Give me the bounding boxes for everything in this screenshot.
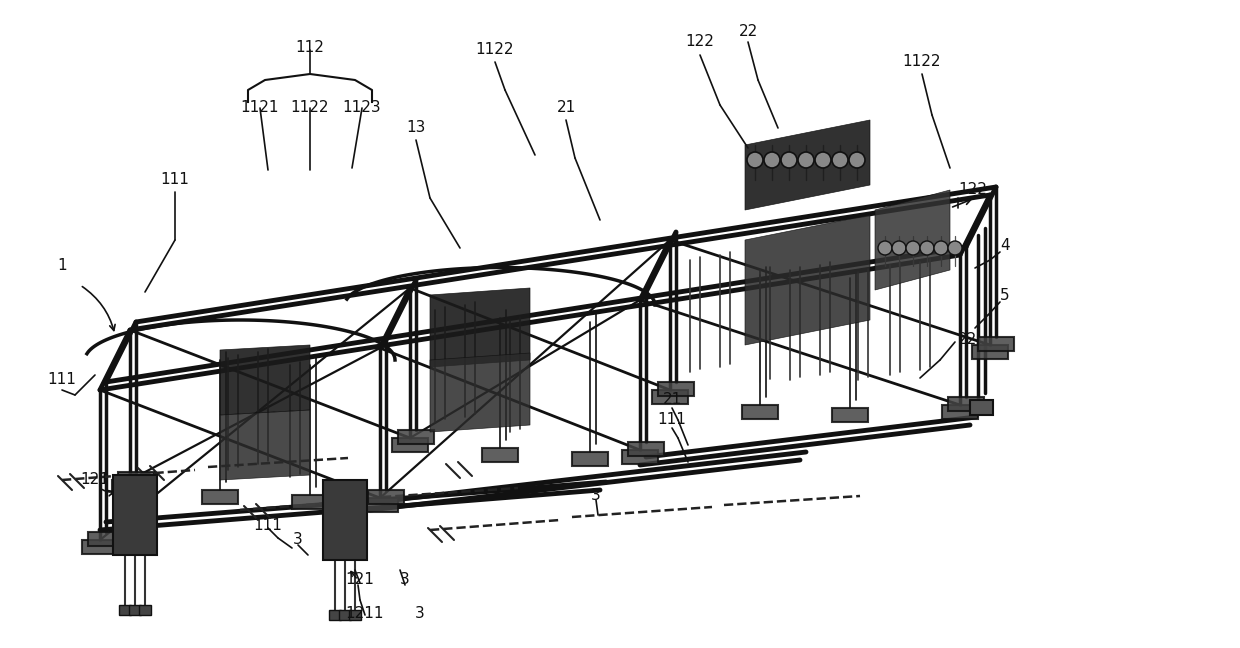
Text: 3: 3 (401, 572, 410, 588)
Polygon shape (942, 405, 978, 419)
Polygon shape (119, 605, 131, 615)
Text: 122: 122 (959, 183, 987, 198)
Polygon shape (118, 472, 154, 486)
Text: 111: 111 (657, 413, 687, 428)
Text: 3: 3 (293, 533, 303, 548)
Polygon shape (129, 605, 141, 615)
Polygon shape (112, 480, 148, 494)
Polygon shape (652, 390, 688, 404)
Polygon shape (658, 382, 694, 396)
Polygon shape (82, 540, 118, 554)
Text: 1122: 1122 (903, 54, 941, 69)
Circle shape (892, 241, 906, 255)
Polygon shape (113, 475, 157, 555)
Text: 1211: 1211 (346, 607, 384, 621)
Circle shape (764, 152, 780, 168)
Text: 111: 111 (253, 518, 283, 533)
Text: 22: 22 (738, 25, 758, 40)
Circle shape (906, 241, 920, 255)
Circle shape (832, 152, 848, 168)
Text: 5: 5 (999, 288, 1009, 303)
Text: 111: 111 (160, 172, 190, 187)
Circle shape (949, 241, 962, 255)
Text: 1122: 1122 (476, 43, 515, 58)
Circle shape (934, 241, 949, 255)
Text: 13: 13 (407, 121, 425, 135)
Polygon shape (139, 605, 151, 615)
Circle shape (849, 152, 866, 168)
Text: 21: 21 (662, 393, 682, 408)
Circle shape (799, 152, 813, 168)
Polygon shape (745, 215, 870, 345)
Text: 1122: 1122 (290, 100, 330, 115)
Text: 1121: 1121 (241, 100, 279, 115)
Polygon shape (875, 190, 950, 290)
Polygon shape (322, 480, 367, 560)
Polygon shape (219, 345, 310, 415)
Polygon shape (291, 495, 329, 509)
Polygon shape (339, 610, 351, 620)
Polygon shape (832, 408, 868, 422)
Polygon shape (88, 532, 124, 546)
Text: 121: 121 (81, 472, 109, 487)
Polygon shape (430, 288, 529, 367)
Text: 1123: 1123 (342, 100, 382, 115)
Polygon shape (622, 450, 658, 464)
Polygon shape (362, 498, 398, 512)
Polygon shape (329, 610, 341, 620)
Text: 4: 4 (999, 238, 1009, 253)
Text: 21: 21 (557, 100, 575, 115)
Polygon shape (745, 120, 870, 210)
Polygon shape (742, 405, 777, 419)
Polygon shape (949, 397, 985, 411)
Polygon shape (482, 448, 518, 462)
Circle shape (920, 241, 934, 255)
Circle shape (878, 241, 892, 255)
Polygon shape (978, 337, 1014, 351)
Text: 3: 3 (415, 607, 425, 621)
Text: 111: 111 (47, 373, 77, 388)
Circle shape (781, 152, 797, 168)
Text: 122: 122 (686, 34, 714, 49)
Polygon shape (202, 490, 238, 504)
Polygon shape (572, 452, 608, 466)
Text: 3: 3 (591, 487, 601, 502)
Polygon shape (430, 353, 529, 432)
Polygon shape (398, 430, 434, 444)
Polygon shape (392, 438, 428, 452)
Circle shape (746, 152, 763, 168)
Circle shape (815, 152, 831, 168)
Polygon shape (219, 410, 310, 480)
Polygon shape (970, 400, 993, 415)
Polygon shape (348, 610, 361, 620)
Text: 112: 112 (295, 40, 325, 56)
Polygon shape (368, 490, 404, 504)
Text: 1: 1 (57, 257, 67, 273)
Text: 22: 22 (959, 332, 977, 347)
Text: 121: 121 (346, 572, 374, 588)
Polygon shape (972, 345, 1008, 359)
Polygon shape (627, 442, 663, 456)
